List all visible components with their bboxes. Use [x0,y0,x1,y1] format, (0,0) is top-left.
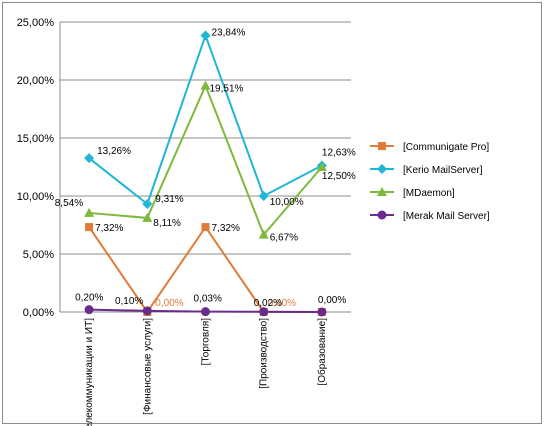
data-label: 6,67% [270,233,298,244]
data-label: 8,11% [153,218,181,229]
data-label: 9,31% [155,194,183,205]
data-point-marker [258,229,269,239]
y-tick-label: 20,00% [17,75,55,87]
legend-label: [MDaemon] [403,188,455,199]
data-point-marker [84,305,94,315]
y-tick-label: 5,00% [23,249,54,261]
data-point-marker [200,80,211,90]
x-category-label: [Образование] [316,318,328,386]
y-tick-label: 25,00% [17,17,55,29]
legend-marker [377,164,387,174]
legend-marker [378,142,386,150]
data-point-marker [259,307,269,317]
x-category-label: [Телекоммуникации и ИТ] [84,318,95,426]
data-point-marker [85,223,94,232]
data-label: 7,32% [212,223,240,234]
data-label: 0,02% [254,298,282,309]
y-tick-label: 10,00% [17,191,55,203]
data-point-marker [84,207,95,217]
data-label: 0,00% [155,298,183,309]
data-point-marker [258,191,269,201]
data-point-marker [201,307,210,317]
y-tick-label: 15,00% [17,133,55,145]
data-label: 12,50% [322,171,356,182]
data-label: 0,10% [115,296,143,307]
data-point-marker [84,153,95,164]
data-point-marker [142,306,152,316]
data-point-marker [200,30,211,41]
x-category-label: [Производство] [259,318,270,389]
data-label: 0,20% [75,293,103,304]
legend-label: [Kerio MailServer] [403,165,483,176]
data-label: 19,51% [210,84,244,95]
data-point-marker [201,223,210,232]
data-point-marker [317,307,327,317]
data-label: 23,84% [212,27,246,38]
data-label: 12,63% [322,147,356,158]
data-label: 10,00% [270,197,304,208]
series-line [88,32,323,206]
data-label: 13,26% [97,146,131,157]
data-label: 0,00% [318,295,346,306]
legend-label: [Communigate Pro] [403,142,489,153]
data-point-marker [316,162,327,171]
x-category-label: [Финансовые услуги] [142,318,153,415]
legend-label: [Merak Mail Server] [403,211,490,222]
series-line [89,83,323,237]
data-label: 8,54% [55,198,83,209]
data-point-marker [142,199,153,210]
data-label: 0,00% [268,298,296,309]
data-label: 7,32% [95,223,123,234]
x-category-label: [Торговля] [201,318,212,366]
legend-marker [377,187,387,196]
y-tick-label: 0,00% [23,307,54,319]
data-point-marker [142,212,153,222]
data-label: 0,03% [194,294,222,305]
legend-marker [377,210,387,220]
